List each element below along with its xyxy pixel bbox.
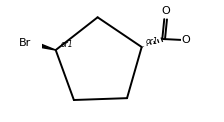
Text: Br: Br — [19, 38, 31, 48]
Polygon shape — [31, 41, 56, 50]
Text: or1: or1 — [145, 36, 158, 46]
Text: or1: or1 — [60, 40, 73, 49]
Text: O: O — [161, 5, 170, 15]
Text: O: O — [181, 35, 190, 45]
